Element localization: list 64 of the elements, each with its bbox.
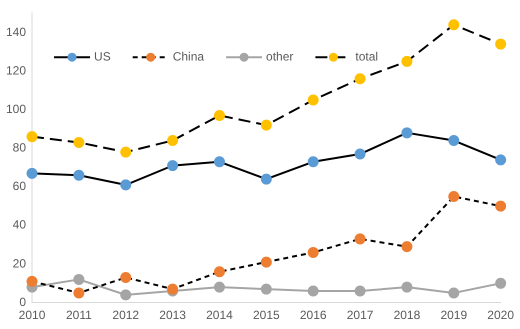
x-tick-label: 2013 <box>159 308 186 322</box>
point <box>354 148 366 160</box>
y-tick-label: 60 <box>12 179 26 194</box>
point <box>448 135 460 146</box>
x-tick-label: 2018 <box>394 308 421 322</box>
point <box>260 256 272 268</box>
point <box>167 135 178 146</box>
legend-label: China <box>172 50 204 64</box>
point <box>73 136 84 148</box>
point <box>354 233 366 244</box>
point <box>495 200 506 212</box>
point <box>214 282 225 293</box>
point <box>495 278 506 289</box>
x-tick-label: 2014 <box>206 308 234 322</box>
point <box>260 174 272 185</box>
point <box>401 127 412 138</box>
point <box>167 160 178 172</box>
y-tick-label: 100 <box>6 102 26 116</box>
x-tick-label: 2010 <box>18 308 46 322</box>
y-tick-label: 40 <box>12 218 26 232</box>
point <box>120 272 132 284</box>
point <box>308 246 319 258</box>
point <box>308 94 319 106</box>
legend-label: other <box>266 50 294 64</box>
y-tick-label: 80 <box>12 140 26 155</box>
point <box>401 241 412 252</box>
y-tick-label: 20 <box>12 256 26 270</box>
point <box>448 190 460 202</box>
point <box>26 168 38 179</box>
point <box>120 289 132 300</box>
legend-label: total <box>355 50 378 64</box>
x-tick-label: 2020 <box>487 308 514 322</box>
x-tick-label: 2019 <box>440 308 468 322</box>
point <box>308 156 319 168</box>
x-tick-label: 2011 <box>66 308 92 322</box>
legend-label: US <box>94 50 111 64</box>
point <box>26 276 38 287</box>
point <box>495 38 506 50</box>
x-tick-label: 2016 <box>300 308 327 322</box>
point <box>448 287 460 298</box>
y-tick-label: 0 <box>19 294 26 309</box>
point <box>120 179 132 190</box>
point <box>354 286 366 297</box>
point <box>214 156 225 168</box>
point <box>73 170 84 181</box>
point <box>354 73 366 84</box>
point <box>495 154 506 166</box>
point <box>73 287 84 298</box>
point <box>260 284 272 295</box>
point <box>448 19 460 30</box>
point <box>308 286 319 297</box>
y-tick-label: 120 <box>6 63 26 78</box>
x-tick-label: 2015 <box>252 308 280 322</box>
point <box>26 131 38 142</box>
point <box>401 56 412 67</box>
point <box>120 146 132 158</box>
point <box>214 110 225 121</box>
point <box>260 120 272 131</box>
x-tick-label: 2012 <box>112 308 140 322</box>
point <box>73 274 84 285</box>
point <box>214 266 225 278</box>
x-tick-label: 2017 <box>346 308 374 322</box>
y-tick-label: 140 <box>6 24 26 39</box>
point <box>401 282 412 293</box>
